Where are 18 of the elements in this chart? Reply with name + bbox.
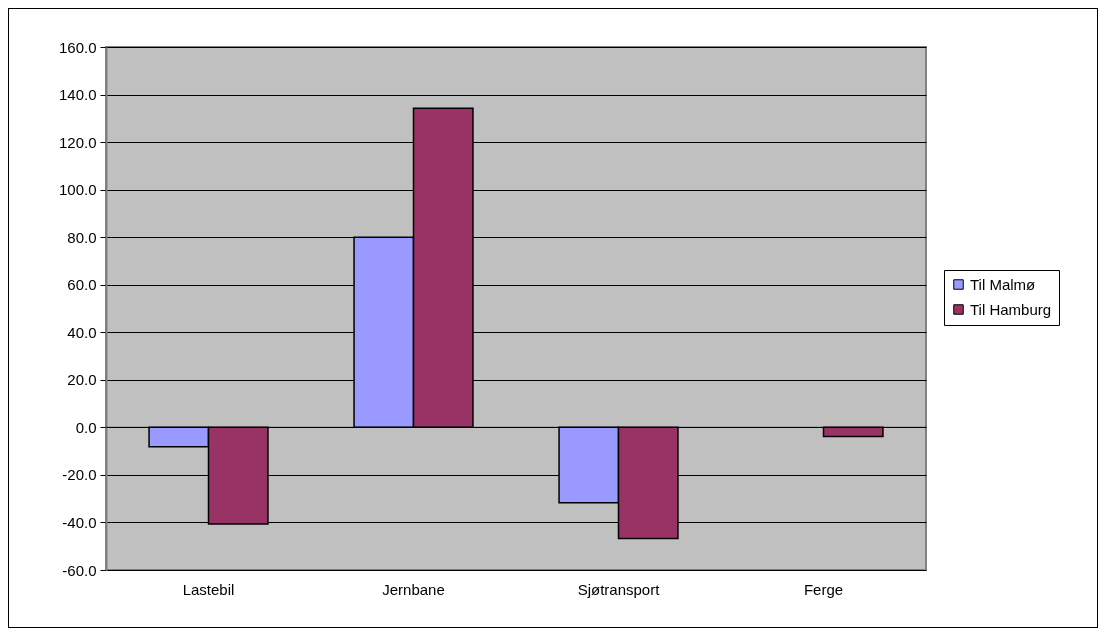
y-tick-label: -40.0: [62, 513, 97, 531]
x-tick-label: Ferge: [803, 580, 844, 598]
y-tick-label: 40.0: [67, 323, 97, 341]
y-tick-label: 100.0: [58, 181, 97, 199]
y-tick-label: -20.0: [62, 466, 97, 484]
x-tick-label: Jernbane: [382, 580, 445, 598]
y-tick-label: 140.0: [58, 86, 97, 104]
legend-label: Til Malmø: [970, 275, 1036, 293]
y-tick-label: 120.0: [58, 133, 97, 151]
y-tick-label: 80.0: [67, 228, 97, 246]
y-tick-label: -60.0: [62, 561, 97, 579]
y-tick-label: 160.0: [58, 38, 97, 56]
x-tick-label: Sjøtransport: [577, 580, 661, 598]
y-tick-label: 60.0: [67, 276, 97, 294]
y-tick-label: 0.0: [75, 418, 97, 436]
legend-label: Til Hamburg: [970, 300, 1052, 318]
x-tick-label: Lastebil: [182, 580, 235, 598]
y-tick-label: 20.0: [67, 371, 97, 389]
